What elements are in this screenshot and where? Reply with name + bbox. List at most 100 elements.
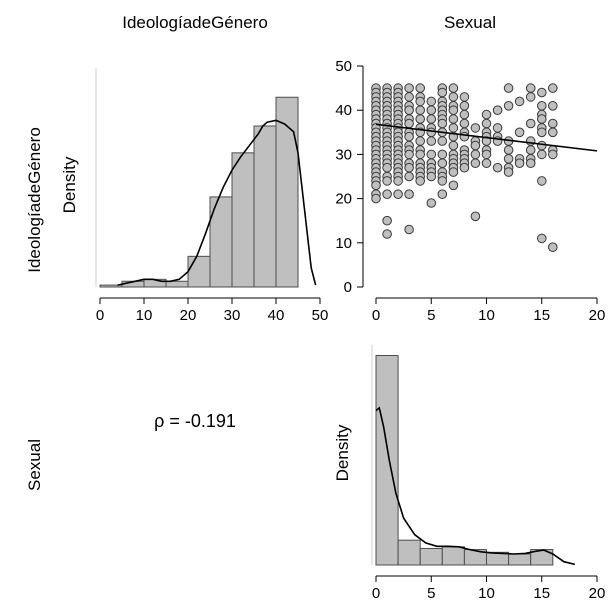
- scatter-point: [426, 136, 437, 146]
- y-tick-label: 50: [335, 58, 352, 75]
- density-axis-label: Density: [60, 156, 79, 213]
- scatter-point: [548, 101, 558, 111]
- scatter-point: [382, 229, 392, 239]
- x-tick-label: 50: [312, 307, 329, 324]
- x-tick-label: 0: [372, 307, 380, 324]
- scatter-point: [415, 83, 426, 93]
- correlation-coefficient: ρ = -0.191: [154, 411, 236, 431]
- x-tick-label: 20: [180, 307, 197, 324]
- scatter-point: [437, 176, 448, 186]
- x-tick-label: 20: [589, 307, 606, 324]
- y-tick-label: 10: [335, 235, 352, 252]
- scatter-point: [404, 224, 414, 235]
- y-tick-label: 30: [335, 146, 352, 163]
- column-title-sexual: Sexual: [444, 13, 496, 32]
- scatter-point: [492, 123, 503, 133]
- scatter-point: [437, 189, 448, 199]
- scatter-point: [415, 105, 426, 115]
- scatter-point: [404, 131, 414, 142]
- scatter-point: [525, 92, 536, 102]
- scatter-point: [548, 149, 558, 160]
- scatter-point: [514, 127, 525, 138]
- scatter-point: [537, 87, 547, 98]
- scatter-point: [371, 193, 381, 204]
- scatter-point: [525, 136, 536, 146]
- scatter-point: [415, 96, 426, 107]
- scatter-point: [448, 123, 459, 133]
- histogram-bar: [419, 547, 443, 566]
- scatter-point: [426, 171, 437, 182]
- scatter-point: [437, 136, 448, 146]
- column-title-ideologia: IdeologíadeGénero: [122, 13, 268, 32]
- scatter-point: [470, 211, 481, 222]
- scatter-point: [437, 87, 448, 98]
- density-curve: [117, 119, 317, 286]
- scatter-point: [404, 83, 414, 93]
- scatter-point: [404, 118, 414, 129]
- scatter-point: [548, 83, 558, 93]
- scatter-point: [426, 149, 437, 160]
- scatter-point: [525, 158, 536, 168]
- x-tick-label: 40: [268, 307, 285, 324]
- scatter-point: [459, 131, 470, 142]
- scatter-point: [382, 176, 392, 186]
- scatter-point: [448, 92, 459, 102]
- scatter-point: [426, 96, 437, 107]
- row-title-ideologia: IdeologíadeGénero: [25, 127, 44, 273]
- scatter-point: [537, 114, 547, 124]
- scatter-point: [448, 167, 459, 177]
- scatter-point: [537, 176, 547, 186]
- scatter-point: [503, 83, 514, 93]
- y-tick-label: 0: [344, 279, 352, 296]
- scatter-point: [503, 154, 514, 164]
- y-tick-label: 40: [335, 102, 352, 119]
- scatter-point: [503, 101, 514, 111]
- scatter-point: [470, 123, 481, 133]
- y-tick-label: 20: [335, 191, 352, 208]
- histogram-ideologia-panel: Density 0 10 20 30 40 50: [60, 68, 328, 324]
- histogram-bar: [253, 125, 277, 288]
- scatter-point: [459, 109, 470, 120]
- scatter-point: [503, 167, 514, 177]
- scatter-point: [415, 176, 426, 186]
- scatter-point: [525, 145, 536, 155]
- scatter-point: [404, 171, 414, 182]
- density-curve: [375, 406, 576, 566]
- scatter-point: [548, 127, 558, 138]
- scatter-point: [448, 105, 459, 115]
- scatter-point: [426, 198, 437, 208]
- scatter-point: [382, 215, 392, 226]
- scatter-point: [448, 83, 459, 93]
- scatter-point: [503, 145, 514, 155]
- scatter-point: [470, 149, 481, 160]
- scatter-point: [514, 158, 525, 168]
- histogram-bar: [375, 355, 399, 566]
- histogram-bar: [441, 546, 465, 566]
- scatter-point: [415, 114, 426, 124]
- x-tick-label: 30: [224, 307, 241, 324]
- scatter-point: [492, 105, 503, 115]
- scatter-point: [492, 162, 503, 173]
- scatter-point: [404, 189, 414, 199]
- scatter-point: [404, 105, 414, 115]
- scatter-point: [415, 136, 426, 146]
- row-title-sexual: Sexual: [25, 439, 44, 491]
- scatter-point: [537, 140, 547, 151]
- scatter-point: [481, 158, 492, 168]
- x-tick-label: 5: [427, 585, 435, 602]
- x-tick-label: 15: [533, 307, 550, 324]
- histogram-bar: [508, 553, 532, 566]
- histogram-bar: [231, 152, 255, 288]
- scatter-point: [448, 180, 459, 191]
- x-tick-label: 0: [372, 585, 380, 602]
- scatter-point: [548, 118, 558, 129]
- scatter-point: [437, 158, 448, 168]
- histogram-bar: [530, 549, 554, 566]
- regression-line: [375, 123, 598, 152]
- scatter-point: [404, 92, 414, 102]
- scatter-point: [437, 118, 448, 129]
- scatter-point: [371, 180, 381, 191]
- x-tick-label: 10: [478, 585, 495, 602]
- scatter-point: [537, 233, 547, 244]
- scatter-point: [470, 140, 481, 151]
